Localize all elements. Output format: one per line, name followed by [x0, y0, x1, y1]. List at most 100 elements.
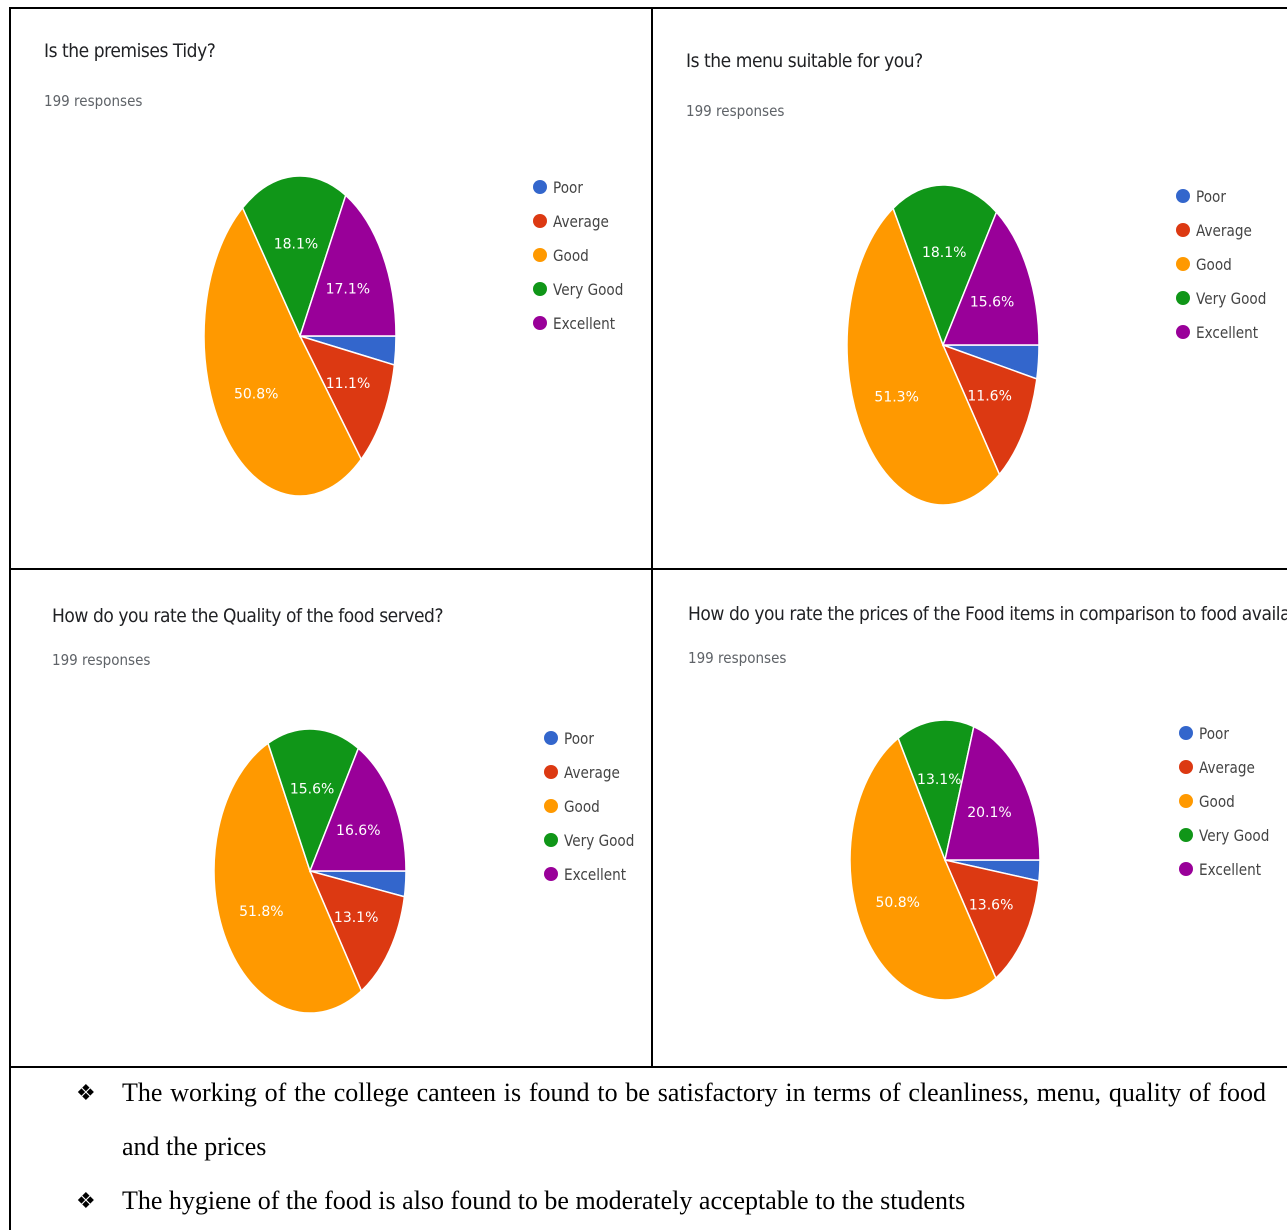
legend-dot-icon	[1179, 794, 1193, 808]
legend-item-average: Average	[1176, 213, 1279, 247]
legend-dot-icon	[533, 316, 547, 330]
finding-text: The working of the college canteen is fo…	[122, 1078, 1266, 1161]
legend-dot-icon	[533, 248, 547, 262]
legend-item-very-good: Very Good	[1176, 281, 1279, 315]
legend-item-poor: Poor	[1176, 179, 1279, 213]
pie-data-label: 17.1%	[326, 282, 370, 298]
legend-label: Very Good	[1199, 825, 1270, 845]
pie-chart: 13.1% 51.8% 15.6% 16.6%	[213, 728, 407, 1014]
legend-dot-icon	[544, 765, 558, 779]
pie-data-label: 18.1%	[274, 236, 318, 252]
legend-item-average: Average	[533, 204, 636, 238]
legend-dot-icon	[1179, 828, 1193, 842]
legend-label: Average	[553, 211, 609, 231]
legend-label: Poor	[1196, 186, 1226, 206]
legend-label: Excellent	[564, 864, 627, 884]
legend-dot-icon	[533, 214, 547, 228]
response-count: 199 responses	[686, 102, 785, 120]
finding-item: ❖ The working of the college canteen is …	[76, 1066, 1266, 1174]
legend-dot-icon	[544, 867, 558, 881]
legend-item-poor: Poor	[544, 721, 647, 755]
pie-slice-excellent	[944, 725, 1041, 861]
pie-slice-very-good	[892, 184, 998, 348]
pie-data-label: 20.1%	[967, 805, 1011, 821]
legend-label: Poor	[1199, 723, 1229, 743]
legend-item-excellent: Excellent	[1179, 852, 1282, 886]
legend-dot-icon	[544, 833, 558, 847]
legend-label: Very Good	[564, 830, 635, 850]
pie-slice-very-good	[267, 728, 360, 874]
chart-title: Is the premises Tidy?	[44, 40, 216, 62]
grid-line-middle-horizontal	[9, 568, 1287, 570]
pie-data-label: 13.1%	[334, 910, 378, 926]
legend-label: Excellent	[553, 313, 616, 333]
legend-dot-icon	[533, 180, 547, 194]
pie-data-label: 15.6%	[290, 782, 334, 798]
legend-label: Good	[1199, 791, 1235, 811]
legend-dot-icon	[1179, 726, 1193, 740]
legend-item-poor: Poor	[533, 170, 636, 204]
legend-item-average: Average	[544, 755, 647, 789]
findings-list: ❖ The working of the college canteen is …	[76, 1066, 1266, 1228]
pie-chart: 13.6% 50.8% 13.1% 20.1%	[849, 719, 1041, 1001]
pie-chart: 11.1% 50.8% 18.1% 17.1%	[203, 175, 397, 497]
pie-slice-average	[941, 343, 1038, 476]
legend-dot-icon	[533, 282, 547, 296]
legend-label: Average	[564, 762, 620, 782]
legend-label: Average	[1199, 757, 1255, 777]
legend-dot-icon	[1176, 189, 1190, 203]
grid-line-bottom	[9, 1066, 1287, 1068]
chart-title: How do you rate the Quality of the food …	[52, 605, 444, 627]
bullet-diamond-icon: ❖	[76, 1188, 96, 1213]
pie-slice-average	[298, 334, 396, 461]
pie-data-label: 16.6%	[336, 823, 380, 839]
pie-data-label: 51.8%	[239, 904, 283, 920]
legend-dot-icon	[544, 799, 558, 813]
legend-label: Poor	[564, 728, 594, 748]
legend-dot-icon	[1179, 862, 1193, 876]
legend: Poor Average Good Very Good Excellent	[544, 721, 647, 891]
legend-label: Poor	[553, 177, 583, 197]
legend-item-very-good: Very Good	[544, 823, 647, 857]
bullet-diamond-icon: ❖	[76, 1080, 96, 1105]
pie-slice-very-good	[241, 175, 347, 339]
legend-label: Excellent	[1199, 859, 1262, 879]
legend: Poor Average Good Very Good Excellent	[1179, 716, 1282, 886]
legend-item-good: Good	[1176, 247, 1279, 281]
legend-item-good: Good	[544, 789, 647, 823]
pie-data-label: 11.1%	[326, 376, 370, 392]
grid-line-middle-vertical	[651, 7, 653, 1067]
legend: Poor Average Good Very Good Excellent	[533, 170, 636, 340]
legend-dot-icon	[1176, 325, 1190, 339]
legend-dot-icon	[1176, 257, 1190, 271]
legend-label: Good	[1196, 254, 1232, 274]
pie-chart: 11.6% 51.3% 18.1% 15.6%	[846, 184, 1040, 506]
pie-slice-good	[846, 206, 1001, 506]
pie-data-label: 50.8%	[234, 386, 278, 402]
legend-label: Excellent	[1196, 322, 1259, 342]
pie-data-label: 51.3%	[874, 389, 918, 405]
pie-slice-excellent	[308, 747, 407, 872]
pie-data-label: 18.1%	[922, 245, 966, 261]
legend-dot-icon	[1176, 223, 1190, 237]
pie-data-label: 13.1%	[917, 772, 961, 788]
legend-dot-icon	[544, 731, 558, 745]
pie-slice-good	[203, 206, 363, 497]
legend-dot-icon	[1176, 291, 1190, 305]
pie-slice-good	[213, 742, 363, 1014]
pie-slice-good	[849, 736, 997, 1001]
pie-slice-very-good	[897, 719, 975, 863]
legend: Poor Average Good Very Good Excellent	[1176, 179, 1279, 349]
response-count: 199 responses	[688, 649, 787, 667]
finding-item: ❖ The hygiene of the food is also found …	[76, 1174, 1266, 1228]
grid-line-left	[9, 7, 11, 1230]
response-count: 199 responses	[52, 651, 151, 669]
finding-text: The hygiene of the food is also found to…	[122, 1186, 966, 1215]
legend-item-very-good: Very Good	[1179, 818, 1282, 852]
legend-label: Good	[553, 245, 589, 265]
pie-slice-excellent	[941, 210, 1040, 346]
pie-data-label: 50.8%	[876, 895, 920, 911]
grid-line-top	[9, 7, 1287, 9]
legend-item-average: Average	[1179, 750, 1282, 784]
pie-slice-excellent	[298, 193, 397, 337]
